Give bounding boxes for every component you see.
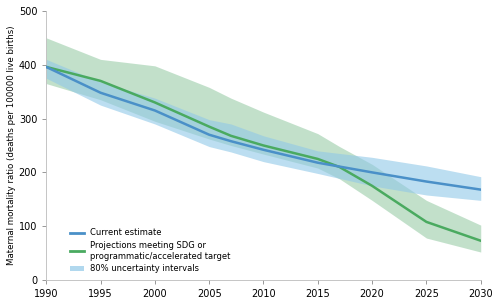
Legend: Current estimate, Projections meeting SDG or
programmatic/accelerated target, 80: Current estimate, Projections meeting SD…	[68, 226, 233, 276]
Y-axis label: Maternal mortality ratio (deaths per 100000 live births): Maternal mortality ratio (deaths per 100…	[7, 26, 16, 265]
